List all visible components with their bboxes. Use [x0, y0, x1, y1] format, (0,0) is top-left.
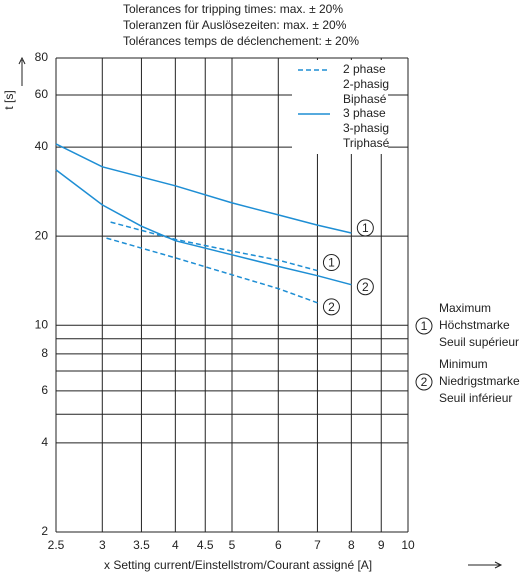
curve — [110, 221, 318, 272]
legend-label: 3 phase — [343, 106, 386, 120]
x-tick-label: 3 — [99, 538, 106, 552]
key-marker-label: 2 — [421, 375, 428, 389]
y-arrow-head — [18, 56, 26, 65]
x-tick-label: 4 — [172, 538, 179, 552]
x-tick-label: 10 — [401, 538, 415, 552]
x-arrow-head — [494, 561, 503, 569]
curve-marker — [322, 254, 340, 272]
x-tick-label: 7 — [314, 538, 321, 552]
key-text: Minimum — [439, 357, 488, 371]
y-axis-label: t [s] — [2, 90, 16, 109]
x-tick-label: 4.5 — [197, 538, 214, 552]
legend-label: 3-phasig — [343, 121, 389, 135]
curve-marker — [356, 278, 374, 296]
key-marker — [415, 373, 433, 391]
x-tick-label: 9 — [378, 538, 385, 552]
key-text: Seuil supérieur — [439, 335, 519, 349]
key-text: Maximum — [439, 301, 491, 315]
key-text: Höchstmarke — [439, 318, 510, 332]
legend-label: 2-phasig — [343, 77, 389, 91]
y-tick-label: 40 — [35, 139, 49, 153]
curve — [106, 237, 318, 304]
y-tick-label: 8 — [41, 346, 48, 360]
legend-label: Biphasé — [343, 92, 387, 106]
y-tick-label: 10 — [35, 317, 49, 331]
curve-marker-label: 2 — [328, 300, 335, 314]
x-tick-label: 3.5 — [133, 538, 150, 552]
y-tick-label: 20 — [35, 228, 49, 242]
key-text: Niedrigstmarke — [439, 374, 520, 388]
x-tick-label: 2.5 — [48, 538, 65, 552]
curve-marker-label: 1 — [328, 256, 335, 270]
chart-title: Toleranzen für Auslösezeiten: max. ± 20% — [123, 18, 347, 32]
curve-marker — [322, 298, 340, 316]
chart-title: Tolerances for tripping times: max. ± 20… — [123, 2, 343, 16]
y-tick-label: 2 — [41, 524, 48, 538]
x-axis-label: x Setting current/Einstellstrom/Courant … — [104, 558, 372, 572]
y-tick-label: 60 — [35, 87, 49, 101]
x-tick-label: 8 — [348, 538, 355, 552]
key-marker-label: 1 — [421, 319, 428, 333]
y-tick-label: 6 — [41, 383, 48, 397]
legend-background — [292, 60, 388, 154]
curve-marker — [356, 219, 374, 237]
curve — [55, 143, 352, 234]
x-tick-label: 6 — [275, 538, 282, 552]
curve — [55, 169, 352, 286]
y-tick-label: 4 — [41, 435, 48, 449]
y-tick-label: 80 — [35, 50, 49, 64]
x-tick-label: 5 — [229, 538, 236, 552]
legend-label: Triphasé — [343, 136, 390, 150]
key-marker — [415, 317, 433, 335]
curve-marker-label: 2 — [362, 280, 369, 294]
chart-title: Tolérances temps de déclenchement: ± 20% — [123, 34, 359, 48]
key-text: Seuil inférieur — [439, 391, 512, 405]
curve-marker-label: 1 — [362, 221, 369, 235]
legend-label: 2 phase — [343, 62, 386, 76]
